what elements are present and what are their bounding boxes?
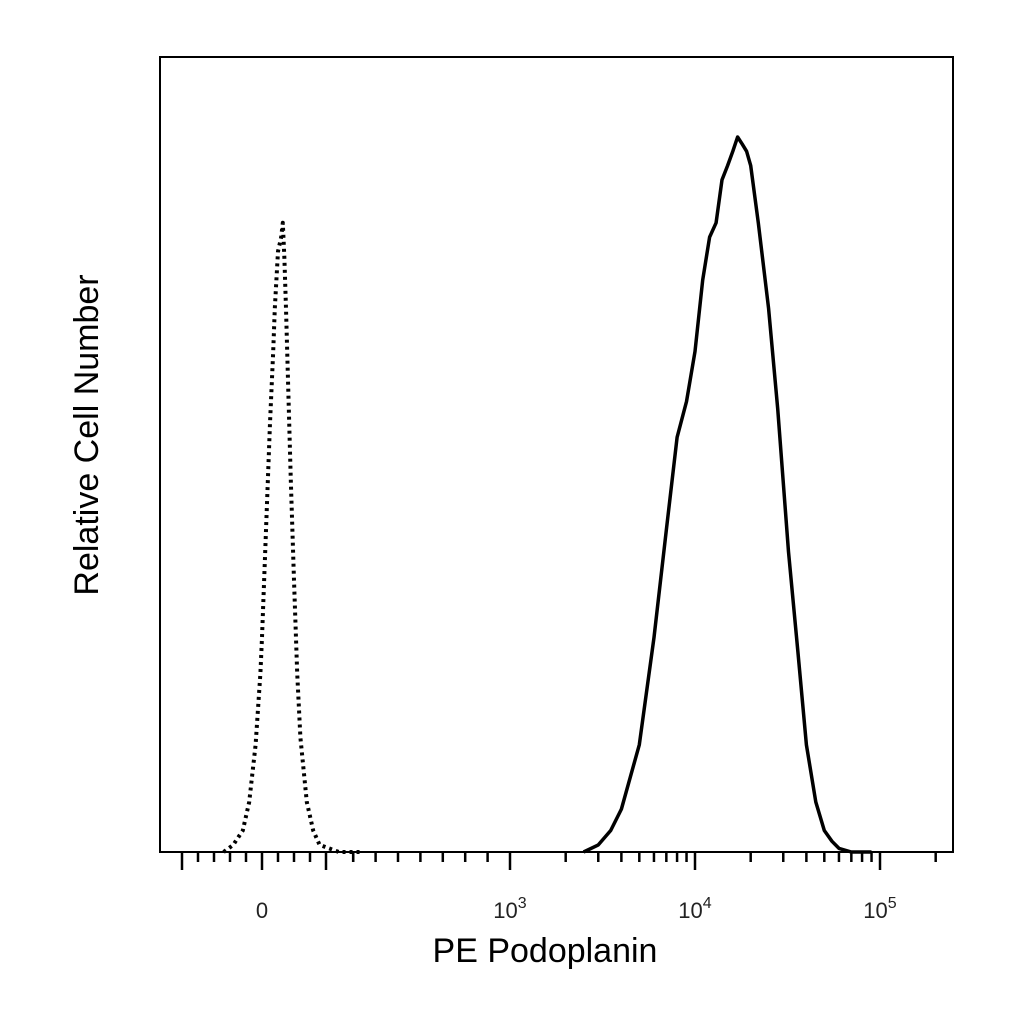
plot-frame (159, 56, 954, 853)
x-tick-label: 103 (493, 895, 526, 923)
x-axis-title: PE Podoplanin (433, 932, 658, 970)
series-group (222, 135, 872, 854)
x-tick-label: 105 (863, 895, 896, 923)
y-axis-title: Relative Cell Number (68, 274, 106, 595)
control-histogram-line (222, 220, 360, 854)
x-axis-tick-labels: 0 103 104 105 (256, 895, 897, 923)
x-tick-label: 104 (678, 895, 711, 923)
stained-histogram-line (582, 135, 872, 854)
x-tick-label: 0 (256, 898, 268, 923)
x-axis-ticks (180, 852, 937, 870)
